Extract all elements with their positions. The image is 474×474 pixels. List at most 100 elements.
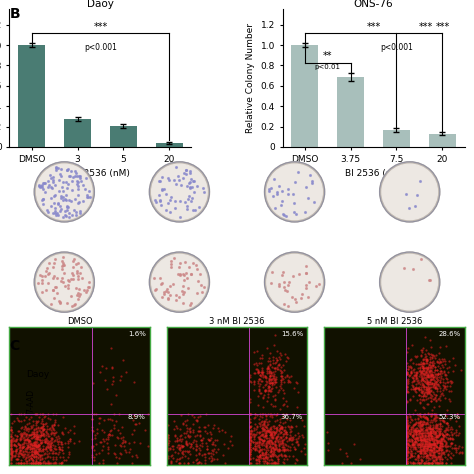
Point bbox=[439, 391, 447, 399]
Point bbox=[58, 428, 65, 435]
Point bbox=[33, 450, 41, 457]
Point bbox=[417, 429, 425, 437]
Point bbox=[424, 456, 431, 464]
Point bbox=[31, 429, 38, 437]
Point bbox=[258, 446, 265, 453]
Point bbox=[264, 364, 272, 372]
Point bbox=[277, 418, 284, 425]
Point bbox=[270, 430, 278, 438]
Point bbox=[437, 452, 444, 459]
Point bbox=[427, 362, 435, 369]
Title: Daoy: Daoy bbox=[87, 0, 114, 9]
Point bbox=[431, 414, 439, 421]
Point bbox=[430, 447, 438, 454]
Point bbox=[187, 424, 194, 432]
Point bbox=[419, 438, 427, 446]
Point bbox=[414, 412, 422, 419]
Point bbox=[278, 367, 285, 375]
Point bbox=[112, 441, 119, 449]
Point bbox=[423, 440, 431, 448]
Text: Daoy: Daoy bbox=[26, 370, 49, 379]
Point bbox=[442, 383, 449, 391]
Point bbox=[437, 443, 444, 450]
Point bbox=[51, 204, 58, 211]
Point bbox=[269, 379, 276, 386]
Point bbox=[57, 165, 65, 173]
Point bbox=[183, 441, 191, 448]
Point bbox=[42, 435, 49, 443]
Point bbox=[424, 459, 432, 467]
Point bbox=[11, 452, 19, 459]
Point bbox=[186, 167, 194, 174]
Point bbox=[412, 361, 420, 368]
Point bbox=[265, 426, 273, 433]
Point bbox=[424, 394, 431, 402]
Point bbox=[419, 359, 427, 367]
Point bbox=[435, 444, 443, 451]
Point bbox=[403, 443, 411, 450]
Point bbox=[183, 202, 191, 210]
Point bbox=[36, 427, 44, 434]
Point bbox=[435, 453, 442, 460]
Point bbox=[421, 383, 428, 391]
Point bbox=[59, 253, 67, 261]
Point bbox=[277, 424, 284, 431]
Point bbox=[260, 433, 268, 441]
Point bbox=[260, 437, 268, 444]
Circle shape bbox=[267, 255, 322, 310]
Point bbox=[270, 402, 277, 410]
Point bbox=[436, 457, 444, 465]
Point bbox=[271, 428, 278, 436]
Point bbox=[281, 455, 288, 463]
Point bbox=[415, 373, 422, 380]
Point bbox=[423, 427, 430, 435]
Point bbox=[67, 197, 75, 204]
Point bbox=[271, 424, 278, 431]
Point bbox=[8, 428, 16, 436]
Point bbox=[259, 394, 266, 401]
Point bbox=[438, 435, 446, 443]
Point bbox=[302, 269, 310, 277]
Point bbox=[7, 439, 15, 447]
Point bbox=[416, 441, 424, 448]
Point bbox=[89, 451, 96, 459]
Point bbox=[48, 422, 55, 429]
Point bbox=[9, 450, 16, 457]
Point bbox=[302, 284, 310, 292]
Point bbox=[430, 382, 438, 389]
Point bbox=[275, 446, 283, 453]
Point bbox=[32, 434, 40, 442]
Point bbox=[422, 369, 429, 377]
Point bbox=[426, 393, 434, 401]
Point bbox=[422, 374, 430, 381]
Point bbox=[278, 450, 285, 458]
Point bbox=[33, 448, 41, 456]
Point bbox=[265, 456, 273, 464]
Point bbox=[132, 420, 139, 428]
Point bbox=[424, 409, 432, 417]
Point bbox=[18, 424, 26, 431]
Point bbox=[417, 352, 425, 360]
Point bbox=[435, 459, 443, 467]
Point bbox=[196, 446, 204, 453]
Circle shape bbox=[382, 164, 438, 219]
Point bbox=[419, 373, 426, 380]
Point bbox=[182, 439, 190, 447]
Point bbox=[65, 277, 73, 285]
Point bbox=[30, 448, 38, 456]
Point bbox=[45, 438, 53, 446]
Point bbox=[261, 451, 268, 459]
Point bbox=[19, 454, 27, 461]
Point bbox=[263, 453, 270, 461]
Point bbox=[172, 296, 179, 304]
Point bbox=[419, 450, 427, 458]
Point bbox=[418, 441, 426, 449]
Point bbox=[442, 440, 449, 447]
Point bbox=[50, 421, 58, 428]
Point bbox=[434, 371, 441, 379]
Point bbox=[249, 438, 257, 446]
Point bbox=[23, 444, 30, 452]
Bar bbox=[337, 77, 365, 147]
Point bbox=[189, 445, 197, 452]
Point bbox=[246, 459, 254, 466]
